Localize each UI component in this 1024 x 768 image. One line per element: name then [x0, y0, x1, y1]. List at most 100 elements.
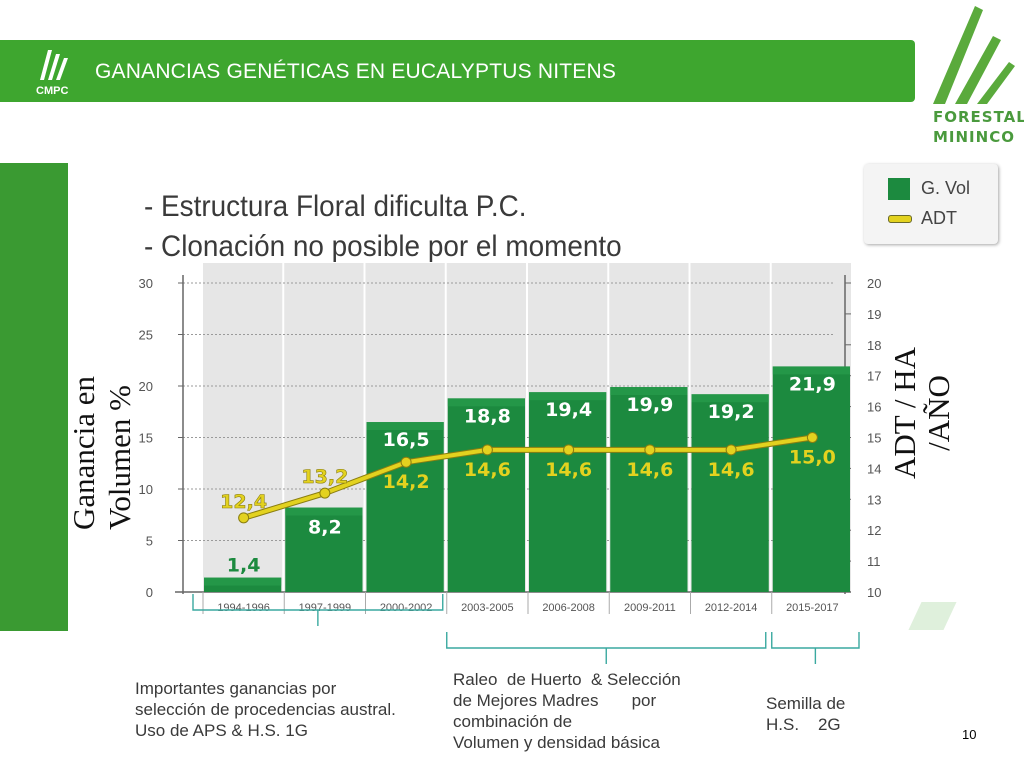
bar-gvol [447, 398, 525, 592]
bar-value-label: 18,8 [464, 405, 511, 427]
bar-value-label: 8,2 [308, 517, 342, 539]
adt-point [563, 444, 575, 456]
adt-value-label: 15,0 [789, 447, 836, 469]
adt-line [243, 435, 813, 520]
annotation-group-1: Importantes ganancias por selección de p… [135, 678, 396, 741]
adt-point [481, 444, 493, 456]
bar-gvol-highlight [366, 422, 444, 431]
adt-point [806, 432, 818, 443]
forestal-mininco-leaves-icon [933, 6, 1015, 104]
page-number: 10 [962, 727, 977, 742]
y-right-tick-label: 17 [867, 369, 881, 384]
annotation-2-line-3: combinación de [453, 712, 573, 731]
annotation-2-line-1: Raleo de Huerto & Selección [453, 670, 681, 689]
y-axis-right-label: ADT / HA /AÑO [887, 346, 956, 480]
bar-gvol-highlight [447, 398, 525, 407]
adt-value-label: 14,2 [383, 471, 430, 493]
y-left-tick-label: 0 [146, 585, 153, 600]
annotation-3-line-2: H.S. 2G [766, 715, 841, 734]
bar-gvol-highlight [691, 394, 769, 403]
bar-gvol [285, 507, 363, 592]
adt-point [400, 456, 412, 468]
y-right-tick-label: 10 [867, 585, 881, 600]
annotation-1-line-1: Importantes ganancias por [135, 679, 337, 698]
y-right-tick-label: 11 [867, 554, 881, 569]
cmpc-logo-text: CMPC [36, 85, 68, 96]
y-left-tick-label: 10 [139, 482, 153, 497]
annotation-2-line-4: Volumen y densidad básica [453, 733, 660, 752]
bar-value-label: 16,5 [383, 429, 430, 451]
column-band [203, 263, 283, 592]
x-tick-label: 1997-1999 [299, 602, 352, 614]
adt-value-label: 13,2 [301, 466, 348, 488]
y-right-tick-label: 18 [867, 338, 881, 353]
y-right-tick-label: 19 [867, 307, 881, 322]
bar-gvol [691, 394, 769, 592]
bar-gvol [772, 366, 850, 592]
bar-gvol-highlight [204, 577, 282, 586]
brand-name-line1: FORESTAL [933, 108, 1024, 126]
brand-name-line2: MININCO [933, 128, 1015, 146]
adt-point [319, 487, 331, 499]
bar-gvol-highlight [529, 392, 607, 401]
bracket-group-2 [446, 632, 767, 649]
x-tick-label: 2003-2005 [461, 602, 514, 614]
left-accent-panel [0, 163, 68, 631]
page-title: GANANCIAS GENÉTICAS EN EUCALYPTUS NITENS [95, 60, 617, 83]
adt-point [725, 444, 737, 456]
header-bar [0, 40, 915, 102]
bullet-point-2: - Clonación no posible por el momento [144, 230, 622, 263]
legend-label-gvol: G. Vol [921, 178, 971, 198]
bar-value-label: 1,4 [227, 555, 261, 577]
legend-swatch-gvol [888, 178, 910, 200]
y-right-tick-label: 12 [867, 523, 881, 538]
bar-value-label: 19,9 [626, 394, 673, 416]
x-tick-label: 2012-2014 [705, 602, 758, 614]
y-right-tick-label: 15 [867, 431, 881, 446]
y-left-tick-label: 15 [139, 431, 153, 446]
annotation-group-2: Raleo de Huerto & Selección de Mejores M… [453, 669, 681, 753]
bar-gvol-highlight [610, 387, 688, 396]
adt-point [238, 512, 250, 524]
adt-value-label: 12,4 [220, 491, 267, 513]
annotation-2-line-2: de Mejores Madres por [453, 691, 657, 710]
legend-swatch-adt [888, 215, 912, 223]
bar-value-label: 19,2 [708, 401, 755, 423]
y-left-tick-label: 30 [139, 276, 153, 291]
bar-value-label: 19,4 [545, 399, 592, 421]
x-tick-label: 2009-2011 [624, 602, 676, 614]
bar-gvol [610, 387, 688, 592]
bullet-point-1: - Estructura Floral dificulta P.C. [144, 190, 527, 223]
x-tick-label: 1994-1996 [217, 602, 270, 614]
bracket-group-3 [771, 632, 860, 649]
annotation-1-line-2: selección de procedencias austral. [135, 700, 396, 719]
x-tick-label: 2006-2008 [542, 602, 595, 614]
legend-label-adt: ADT [921, 208, 957, 228]
y-right-tick-label: 13 [867, 492, 881, 507]
annotation-3-line-1: Semilla de [766, 694, 846, 713]
adt-value-label: 14,6 [708, 459, 755, 481]
bar-gvol-highlight [285, 507, 363, 516]
adt-value-label: 14,6 [545, 459, 592, 481]
y-right-tick-label: 14 [867, 461, 881, 476]
bar-value-label: 21,9 [789, 373, 836, 395]
x-tick-label: 2000-2002 [380, 602, 433, 614]
adt-point [644, 444, 656, 456]
bar-gvol-highlight [772, 366, 850, 375]
bar-gvol [529, 392, 607, 592]
y-left-tick-label: 5 [146, 534, 153, 549]
annotation-1-line-3: Uso de APS & H.S. 1G [135, 721, 308, 740]
bar-gvol [366, 422, 444, 592]
adt-value-label: 14,6 [464, 459, 511, 481]
y-left-tick-label: 20 [139, 379, 153, 394]
cmpc-leaf-icon: CMPC [36, 50, 68, 96]
y-right-tick-label: 20 [867, 276, 881, 291]
annotation-group-3: Semilla de H.S. 2G [766, 693, 845, 735]
y-right-tick-label: 16 [867, 400, 881, 415]
x-tick-label: 2015-2017 [786, 602, 839, 614]
y-axis-left-label: Ganancia en Volumen % [66, 375, 137, 530]
chart-legend: G. Vol ADT [864, 164, 998, 244]
adt-value-label: 14,6 [626, 459, 673, 481]
y-left-tick-label: 25 [139, 328, 153, 343]
